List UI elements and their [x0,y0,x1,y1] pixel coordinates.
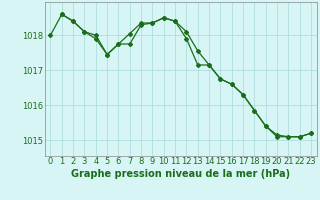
X-axis label: Graphe pression niveau de la mer (hPa): Graphe pression niveau de la mer (hPa) [71,169,290,179]
